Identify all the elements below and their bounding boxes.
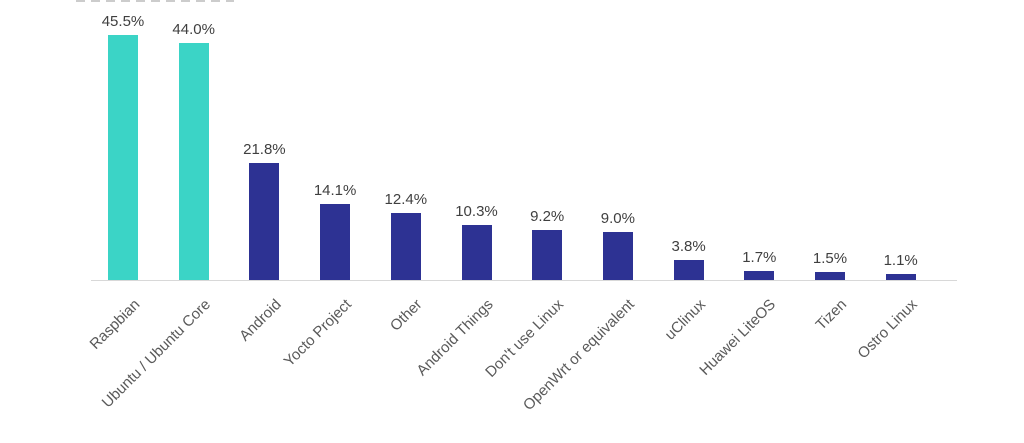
bar: [815, 272, 845, 280]
bar: [744, 271, 775, 280]
bar-value-label: 3.8%: [671, 238, 706, 255]
bar: [249, 163, 280, 280]
bar-value-label: 9.2%: [530, 208, 565, 225]
category-label: Tizen: [812, 296, 851, 334]
bar: [108, 35, 138, 280]
bar: [461, 225, 492, 280]
category-label: Other: [387, 296, 426, 335]
category-label: uClinux: [661, 296, 709, 344]
category-label: Raspbian: [86, 296, 144, 353]
bar-value-label: 9.0%: [600, 210, 635, 227]
bar-value-label: 45.5%: [101, 13, 145, 30]
bar-value-label: 12.4%: [384, 191, 428, 208]
bar-value-label: 1.5%: [812, 250, 848, 267]
category-label: Ostro Linux: [854, 296, 921, 363]
bar-value-label: 1.7%: [742, 249, 777, 266]
bar-value-label: 21.8%: [243, 141, 286, 158]
x-axis-line: [91, 280, 957, 281]
bar-value-label: 1.1%: [883, 252, 918, 269]
clipped-title-remnant: [76, 0, 234, 2]
category-label: Android: [235, 296, 285, 345]
bar: [178, 43, 209, 280]
bar: [673, 260, 704, 280]
bar-value-label: 10.3%: [455, 203, 498, 220]
category-label: Yocto Project: [280, 296, 356, 371]
category-label: Huawei LiteOS: [696, 296, 780, 379]
bar-value-label: 14.1%: [313, 182, 357, 199]
bar: [885, 274, 916, 280]
bar: [532, 230, 563, 280]
bar: [390, 213, 421, 280]
bar-value-label: 44.0%: [172, 21, 215, 38]
bar: [602, 232, 633, 280]
bar: [320, 204, 351, 280]
